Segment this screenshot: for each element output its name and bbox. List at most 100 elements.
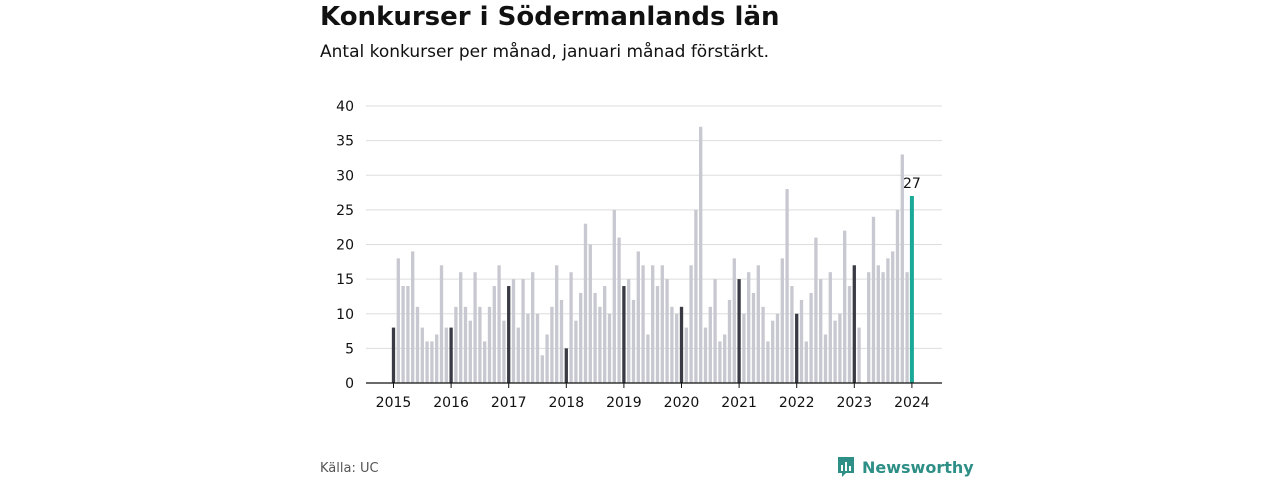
x-tick-label: 2018 [548, 395, 584, 411]
bar [641, 265, 645, 383]
bar [886, 258, 890, 383]
y-tick-label: 10 [336, 307, 354, 323]
bar [900, 154, 904, 383]
bar [843, 230, 847, 383]
bar [454, 306, 458, 383]
y-tick-label: 25 [336, 203, 354, 219]
bar [665, 279, 669, 383]
source-note: Källa: UC [320, 461, 379, 476]
bar [511, 279, 516, 383]
bar [627, 279, 631, 383]
bar-january [564, 348, 568, 383]
bar [799, 299, 804, 383]
bar [487, 306, 492, 383]
bar [785, 189, 789, 383]
bar [660, 265, 664, 383]
x-tick-label: 2023 [836, 395, 872, 411]
y-tick-label: 15 [336, 272, 354, 288]
bar [718, 341, 722, 383]
bar [444, 327, 448, 383]
bar [559, 299, 564, 383]
x-tick-label: 2016 [433, 395, 469, 411]
bar [492, 286, 496, 383]
bar [593, 292, 597, 383]
brand-name: Newsworthy [862, 457, 974, 477]
bar [761, 306, 765, 383]
bar-january [737, 279, 741, 383]
bar [828, 272, 832, 383]
bar [881, 272, 885, 383]
bar [603, 286, 607, 383]
bar [895, 209, 900, 383]
bar [636, 251, 640, 383]
y-tick-label: 0 [345, 376, 354, 392]
bar [905, 272, 909, 383]
bar [631, 299, 636, 383]
x-tick-label: 2017 [491, 395, 527, 411]
bar [607, 313, 612, 383]
bar [420, 327, 424, 383]
bar [771, 320, 775, 383]
bar-january [679, 306, 684, 383]
y-tick-label: 40 [336, 99, 354, 115]
bar [535, 313, 540, 383]
bar [857, 327, 861, 383]
bar [478, 306, 482, 383]
bar [646, 334, 650, 383]
bar [867, 272, 871, 383]
bar [415, 306, 420, 383]
bar [727, 299, 732, 383]
bar [583, 223, 588, 383]
bar [430, 341, 434, 383]
bar [809, 292, 813, 383]
bar-latest [909, 196, 914, 383]
bar [473, 272, 477, 383]
bar [531, 272, 535, 383]
x-tick-label: 2019 [606, 395, 642, 411]
bar-january [391, 327, 396, 383]
bar [819, 279, 823, 383]
bar [612, 209, 616, 383]
bar [684, 327, 688, 383]
bar [468, 320, 472, 383]
bar [655, 286, 660, 383]
bar [847, 286, 852, 383]
data-label: 27 [903, 176, 921, 192]
bar [823, 334, 828, 383]
bar [675, 313, 679, 383]
bar-january [622, 286, 626, 383]
bar [411, 251, 415, 383]
bar [871, 216, 876, 383]
bar-january [507, 286, 511, 383]
bar [747, 272, 751, 383]
x-tick-label: 2022 [779, 395, 815, 411]
newsworthy-logo-icon [838, 457, 854, 477]
bar [555, 265, 559, 383]
bar [516, 327, 520, 383]
bar [545, 334, 549, 383]
bar [406, 286, 410, 383]
bar-january [795, 313, 799, 383]
bar [439, 265, 444, 383]
bar [790, 286, 794, 383]
bar [651, 265, 655, 383]
y-tick-label: 5 [345, 341, 354, 357]
bar [574, 320, 578, 383]
bar [703, 327, 708, 383]
bar-january [449, 327, 453, 383]
bar [579, 292, 583, 383]
bar [483, 341, 487, 383]
x-tick-label: 2020 [664, 395, 700, 411]
bar [526, 313, 530, 383]
bar [540, 355, 544, 383]
bar [766, 341, 770, 383]
bar [459, 272, 463, 383]
bar [713, 279, 717, 383]
bar [756, 265, 760, 383]
y-tick-label: 30 [336, 168, 354, 184]
bar [396, 258, 400, 383]
x-tick-label: 2021 [721, 395, 757, 411]
chart-title: Konkurser i Södermanlands län [320, 2, 780, 32]
bar [463, 306, 468, 383]
